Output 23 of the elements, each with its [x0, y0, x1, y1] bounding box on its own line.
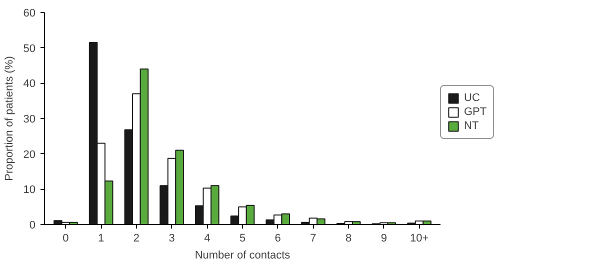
x-tick-label: 6 — [274, 232, 281, 244]
x-tick-label: 0 — [62, 232, 69, 244]
x-tick-label: 4 — [204, 232, 210, 244]
x-tick-label: 5 — [239, 232, 246, 244]
x-tick-label: 1 — [98, 232, 104, 244]
legend-label: NT — [464, 120, 480, 132]
y-axis-title: Proportion of patients (%) — [3, 56, 16, 181]
legend-label: UC — [464, 92, 481, 104]
x-tick-label: 7 — [310, 232, 316, 244]
x-tick-label: 2 — [133, 232, 140, 244]
x-tick-label: 10+ — [410, 232, 429, 244]
x-tick-label: 3 — [168, 232, 175, 244]
y-tick-label: 60 — [23, 8, 36, 20]
y-tick-label: 30 — [23, 114, 36, 126]
y-tick-label: 50 — [23, 42, 36, 55]
y-tick-label: 20 — [23, 148, 36, 161]
x-axis-title: Number of contacts — [194, 250, 291, 262]
legend-label: GPT — [464, 106, 487, 118]
x-tick-label: 9 — [380, 232, 387, 244]
x-tick-label: 8 — [346, 232, 352, 244]
y-tick-label: 10 — [23, 184, 36, 196]
y-tick-label: 0 — [29, 220, 36, 232]
y-tick-label: 40 — [23, 78, 36, 90]
